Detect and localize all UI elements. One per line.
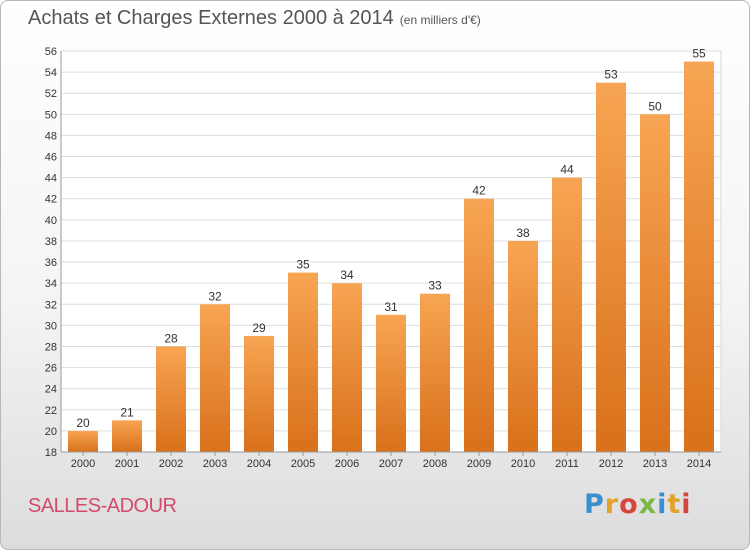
x-tick-label: 2013 — [643, 458, 667, 470]
value-label-2010: 38 — [516, 226, 530, 240]
value-label-2000: 20 — [76, 416, 90, 430]
x-tick-label: 2006 — [335, 458, 359, 470]
bar-2005 — [288, 272, 318, 452]
bar-2014 — [684, 61, 714, 452]
x-tick-label: 2010 — [511, 458, 535, 470]
logo-letter: x — [638, 489, 658, 520]
bar-2002 — [156, 346, 186, 452]
bar-2009 — [464, 198, 494, 452]
value-label-2002: 28 — [164, 331, 178, 345]
bar-2004 — [244, 335, 274, 452]
value-label-2009: 42 — [472, 184, 486, 198]
bar-2007 — [376, 314, 406, 452]
y-tick-label: 44 — [45, 173, 57, 185]
y-tick-label: 36 — [45, 257, 57, 269]
logo-letter: r — [604, 489, 620, 520]
value-label-2005: 35 — [296, 258, 310, 272]
value-label-2006: 34 — [340, 268, 354, 282]
chart-title-text: Achats et Charges Externes 2000 à 2014 — [28, 7, 394, 29]
y-tick-label: 56 — [45, 46, 57, 58]
value-label-2003: 32 — [208, 289, 222, 303]
y-tick-label: 24 — [45, 384, 57, 396]
chart-unit: (en milliers d'€) — [399, 13, 481, 27]
x-tick-label: 2003 — [203, 458, 227, 470]
value-label-2012: 53 — [604, 68, 618, 82]
logo-letter: P — [584, 489, 605, 520]
y-tick-label: 30 — [45, 320, 57, 332]
y-tick-label: 28 — [45, 341, 57, 353]
value-label-2001: 21 — [120, 405, 134, 419]
x-tick-label: 2009 — [467, 458, 491, 470]
y-tick-label: 38 — [45, 236, 57, 248]
y-tick-label: 34 — [45, 278, 57, 290]
x-tick-label: 2014 — [687, 458, 711, 470]
place-name: SALLES-ADOUR — [28, 495, 177, 517]
y-tick-label: 26 — [45, 363, 57, 375]
x-tick-label: 2012 — [599, 458, 623, 470]
value-label-2004: 29 — [252, 321, 266, 335]
bar-2011 — [552, 177, 582, 452]
y-tick-label: 48 — [45, 130, 57, 142]
x-tick-label: 2004 — [247, 458, 271, 470]
x-tick-label: 2011 — [555, 458, 579, 470]
y-tick-label: 52 — [45, 88, 57, 100]
x-tick-label: 2005 — [291, 458, 315, 470]
chart-title: Achats et Charges Externes 2000 à 2014 (e… — [28, 7, 481, 30]
y-tick-label: 46 — [45, 152, 57, 164]
bar-2000 — [68, 430, 98, 452]
bar-2001 — [112, 420, 142, 452]
logo-letter: i — [681, 489, 692, 520]
y-tick-label: 54 — [45, 67, 57, 79]
y-tick-label: 42 — [45, 194, 57, 206]
bar-2012 — [596, 82, 626, 452]
x-tick-label: 2008 — [423, 458, 447, 470]
value-label-2013: 50 — [648, 99, 662, 113]
y-tick-label: 20 — [45, 426, 57, 438]
bar-2013 — [640, 114, 670, 452]
x-tick-label: 2001 — [115, 458, 139, 470]
value-label-2007: 31 — [384, 300, 398, 314]
x-tick-label: 2007 — [379, 458, 403, 470]
proxiti-logo: Proxiti — [584, 489, 692, 520]
x-tick-label: 2002 — [159, 458, 183, 470]
x-tick-label: 2000 — [71, 458, 95, 470]
bar-2010 — [508, 240, 538, 452]
value-label-2008: 33 — [428, 279, 442, 293]
y-tick-label: 32 — [45, 299, 57, 311]
logo-letter: o — [619, 489, 639, 520]
value-label-2014: 55 — [692, 47, 706, 61]
logo-letter: i — [657, 489, 668, 520]
bar-2006 — [332, 283, 362, 452]
bar-2003 — [200, 304, 230, 452]
y-tick-label: 18 — [45, 447, 57, 459]
bar-2008 — [420, 293, 450, 452]
value-label-2011: 44 — [560, 163, 574, 177]
y-tick-label: 50 — [45, 109, 57, 121]
logo-letter: t — [667, 489, 682, 520]
y-tick-label: 40 — [45, 215, 57, 227]
y-tick-label: 22 — [45, 405, 57, 417]
